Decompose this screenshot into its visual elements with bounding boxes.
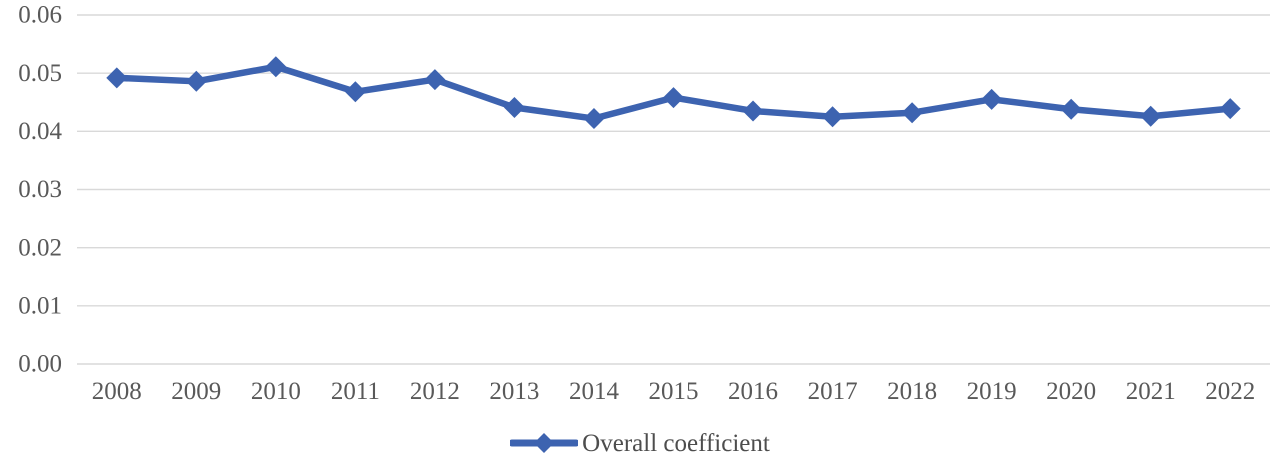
y-axis-tick-label: 0.06 <box>18 2 62 29</box>
y-axis-tick-label: 0.04 <box>18 118 62 145</box>
data-point-marker <box>424 69 446 91</box>
x-axis-tick-label: 2008 <box>92 378 142 405</box>
x-axis-tick-label: 2015 <box>649 378 699 405</box>
legend-line-marker-icon <box>510 433 579 453</box>
y-axis-tick-label: 0.00 <box>18 351 62 378</box>
y-axis-tick-label: 0.05 <box>18 60 62 87</box>
data-point-marker <box>1060 98 1082 120</box>
legend-series-label: Overall coefficient <box>582 429 770 457</box>
data-point-marker <box>265 56 287 78</box>
plot-area: 0.00 0.01 0.02 0.03 0.04 0.05 0.06 2008 2009 2010… <box>18 2 1270 405</box>
x-axis-tick-label: 2019 <box>967 378 1017 405</box>
x-axis-tick-label: 2014 <box>569 378 620 405</box>
data-point-marker <box>185 70 207 92</box>
legend: Overall coefficient <box>0 426 1280 460</box>
x-axis-tick-label: 2009 <box>171 378 221 405</box>
x-axis-tick-label: 2018 <box>887 378 937 405</box>
y-axis-tick-label: 0.01 <box>18 293 62 320</box>
x-axis-tick-label: 2010 <box>251 378 301 405</box>
x-axis-tick-label: 2017 <box>808 378 858 405</box>
x-axis-tick-label: 2013 <box>489 378 539 405</box>
x-axis-tick-label: 2021 <box>1126 378 1176 405</box>
data-point-marker <box>344 81 366 103</box>
data-point-marker <box>1219 98 1241 120</box>
legend-diamond-marker <box>534 433 555 453</box>
data-point-marker <box>1140 105 1162 127</box>
data-point-marker <box>981 88 1003 110</box>
x-axis-tick-label: 2022 <box>1205 378 1255 405</box>
data-point-marker <box>901 102 923 124</box>
data-point-marker <box>583 108 605 130</box>
data-point-marker <box>503 96 525 118</box>
data-point-marker <box>106 67 128 89</box>
x-axis-tick-label: 2012 <box>410 378 460 405</box>
x-axis-tick-label: 2011 <box>331 378 380 405</box>
x-axis-tick-label: 2020 <box>1046 378 1096 405</box>
data-point-marker <box>742 100 764 122</box>
data-point-marker <box>663 87 684 109</box>
data-point-marker <box>822 106 844 128</box>
y-axis-tick-label: 0.02 <box>18 234 62 261</box>
x-axis-tick-label: 2016 <box>728 378 778 405</box>
y-axis-tick-label: 0.03 <box>18 176 62 203</box>
